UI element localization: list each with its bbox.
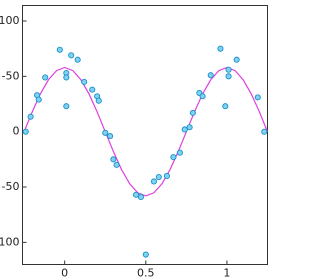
data-point	[233, 56, 240, 63]
data-point	[89, 86, 96, 93]
data-point	[110, 156, 117, 163]
data-point	[176, 149, 183, 156]
data-point	[170, 154, 177, 161]
data-point	[261, 128, 268, 135]
data-point	[207, 72, 214, 79]
data-point	[225, 73, 232, 80]
data-point	[107, 133, 114, 140]
data-point	[225, 66, 232, 73]
data-point	[27, 113, 34, 120]
data-point	[222, 103, 229, 110]
data-point	[199, 93, 206, 100]
data-point	[150, 178, 157, 185]
x-tick-label: 1	[223, 267, 230, 280]
data-point	[137, 193, 144, 201]
data-point	[113, 161, 120, 168]
data-point	[181, 126, 188, 133]
data-point	[81, 78, 88, 85]
data-point	[63, 103, 70, 110]
y-tick-label: -100	[0, 14, 20, 27]
plot-frame	[22, 5, 268, 265]
fit-line	[23, 66, 268, 197]
data-point	[95, 97, 102, 104]
y-tick-label: -50	[2, 180, 20, 193]
y-tick-label: -50	[2, 69, 20, 82]
x-tick-label: 0.5	[137, 267, 155, 280]
data-point	[133, 191, 140, 198]
data-point	[217, 45, 224, 52]
data-point	[68, 52, 75, 59]
data-point	[186, 124, 193, 131]
y-tick-label: -100	[0, 235, 20, 248]
data-point	[142, 251, 149, 258]
x-tick-label: 0	[61, 267, 68, 280]
data-point	[56, 46, 63, 53]
data-point	[22, 128, 29, 135]
data-point	[163, 172, 170, 180]
chart: -100 -50 0 -50 -100 0 0.5 1	[0, 5, 268, 280]
data-point	[63, 74, 70, 81]
data-point	[35, 96, 42, 103]
data-point	[155, 174, 162, 181]
data-point	[254, 94, 261, 101]
data-point	[74, 56, 81, 63]
data-point	[189, 109, 196, 116]
data-point	[42, 74, 49, 81]
data-point	[102, 129, 109, 136]
y-tick-label: 0	[13, 125, 20, 138]
